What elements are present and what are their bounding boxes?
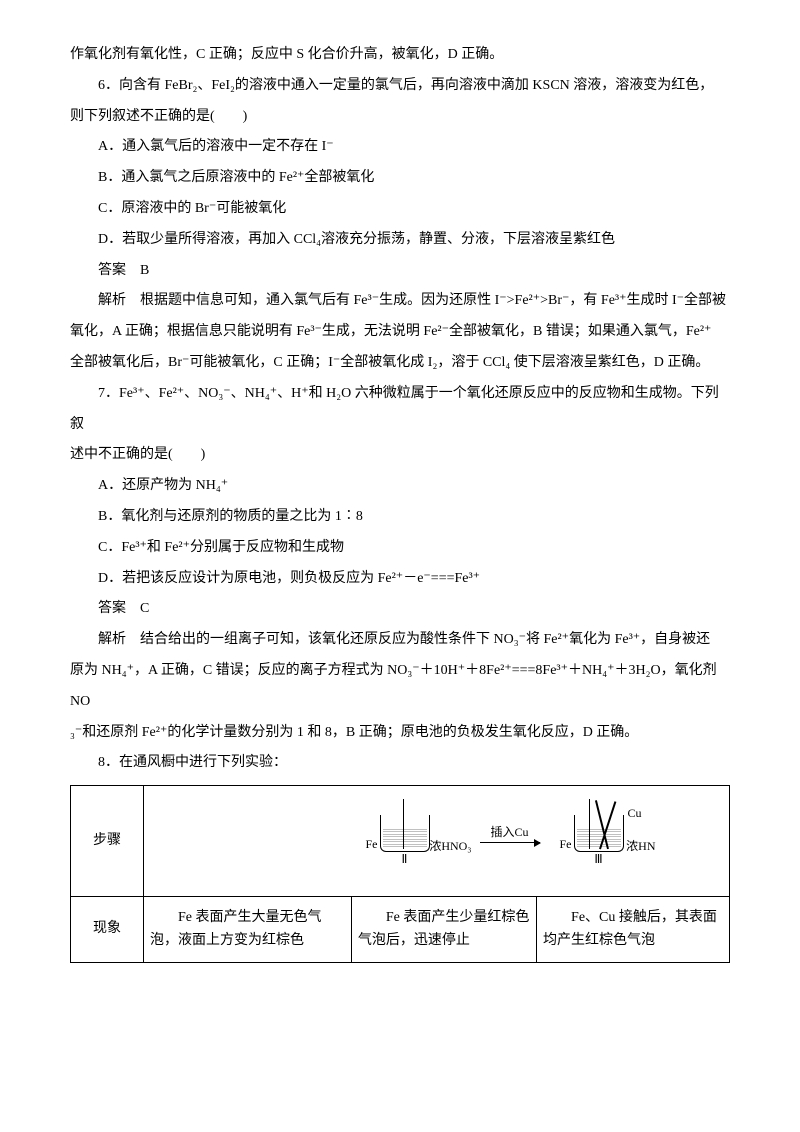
q7-explain-1: 解析 结合给出的一组离子可知，该氧化还原反应为酸性条件下 NO₃⁻将 Fe²⁺氧… (70, 625, 730, 656)
diagram-cell: Fe 浓HNO₃ Ⅱ 插入Cu Fe Cu 浓HN (144, 786, 730, 897)
arrow-label: 插入Cu (490, 825, 528, 839)
q6-opt-a: A．通入氯气后的溶液中一定不存在 I⁻ (70, 132, 730, 163)
experiment-table: 步骤 Fe 浓HNO₃ Ⅱ 插入Cu (70, 785, 730, 963)
fe-label-2: Fe (560, 838, 572, 851)
beaker-iii: Fe Cu 浓HN Ⅲ (574, 815, 624, 866)
q6-stem-2: 则下列叙述不正确的是( ) (70, 102, 730, 133)
hn-label: 浓HN (626, 840, 655, 853)
table-row: 步骤 Fe 浓HNO₃ Ⅱ 插入Cu (71, 786, 730, 897)
beaker-ii: Fe 浓HNO₃ Ⅱ (380, 815, 430, 866)
phenomenon-3: Fe、Cu 接触后，其表面均产生红棕色气泡 (537, 897, 730, 963)
q7-opt-c: C．Fe³⁺和 Fe²⁺分别属于反应物和生成物 (70, 533, 730, 564)
q7-explain-3: ₃⁻和还原剂 Fe²⁺的化学计量数分别为 1 和 8，B 正确；原电池的负极发生… (70, 718, 730, 749)
q7-stem-1: 7．Fe³⁺、Fe²⁺、NO₃⁻、NH₄⁺、H⁺和 H₂O 六种微粒属于一个氧化… (70, 379, 730, 441)
cu-label: Cu (627, 807, 641, 820)
phenomenon-2: Fe 表面产生少量红棕色气泡后，迅速停止 (351, 897, 536, 963)
phenomenon-label: 现象 (71, 897, 144, 963)
roman-iii: Ⅲ (594, 852, 602, 866)
q8-stem: 8．在通风橱中进行下列实验： (70, 748, 730, 779)
q7-opt-b: B．氧化剂与还原剂的物质的量之比为 1∶8 (70, 502, 730, 533)
pre-text: 作氧化剂有氧化性，C 正确；反应中 S 化合价升高，被氧化，D 正确。 (70, 40, 730, 71)
q6-opt-c: C．原溶液中的 Br⁻可能被氧化 (70, 194, 730, 225)
q6-explain-3: 全部被氧化后，Br⁻可能被氧化，C 正确；I⁻全部被氧化成 I₂，溶于 CCl₄… (70, 348, 730, 379)
arrow-icon (480, 842, 540, 844)
q7-opt-d: D．若把该反应设计为原电池，则负极反应为 Fe²⁺－e⁻===Fe³⁺ (70, 564, 730, 595)
q6-stem-1: 6．向含有 FeBr₂、FeI₂的溶液中通入一定量的氯气后，再向溶液中滴加 KS… (70, 71, 730, 102)
q6-opt-d: D．若取少量所得溶液，再加入 CCl₄溶液充分振荡，静置、分液，下层溶液呈紫红色 (70, 225, 730, 256)
q7-answer: 答案 C (70, 594, 730, 625)
q7-opt-a: A．还原产物为 NH₄⁺ (70, 471, 730, 502)
table-row: 现象 Fe 表面产生大量无色气泡，液面上方变为红棕色 Fe 表面产生少量红棕色气… (71, 897, 730, 963)
q6-explain-1: 解析 根据题中信息可知，通入氯气后有 Fe³⁻生成。因为还原性 I⁻>Fe²⁺>… (70, 286, 730, 317)
q6-answer: 答案 B (70, 256, 730, 287)
roman-ii: Ⅱ (402, 852, 408, 866)
step-label: 步骤 (71, 786, 144, 897)
fe-label: Fe (366, 838, 378, 851)
q7-stem-2: 述中不正确的是( ) (70, 440, 730, 471)
phenomenon-1: Fe 表面产生大量无色气泡，液面上方变为红棕色 (144, 897, 352, 963)
q6-opt-b: B．通入氯气之后原溶液中的 Fe²⁺全部被氧化 (70, 163, 730, 194)
q6-explain-2: 氧化，A 正确；根据信息只能说明有 Fe³⁻生成，无法说明 Fe²⁻全部被氧化，… (70, 317, 730, 348)
hno3-label: 浓HNO₃ (429, 840, 471, 853)
q7-explain-2: 原为 NH₄⁺，A 正确，C 错误；反应的离子方程式为 NO₃⁻＋10H⁺＋8F… (70, 656, 730, 718)
